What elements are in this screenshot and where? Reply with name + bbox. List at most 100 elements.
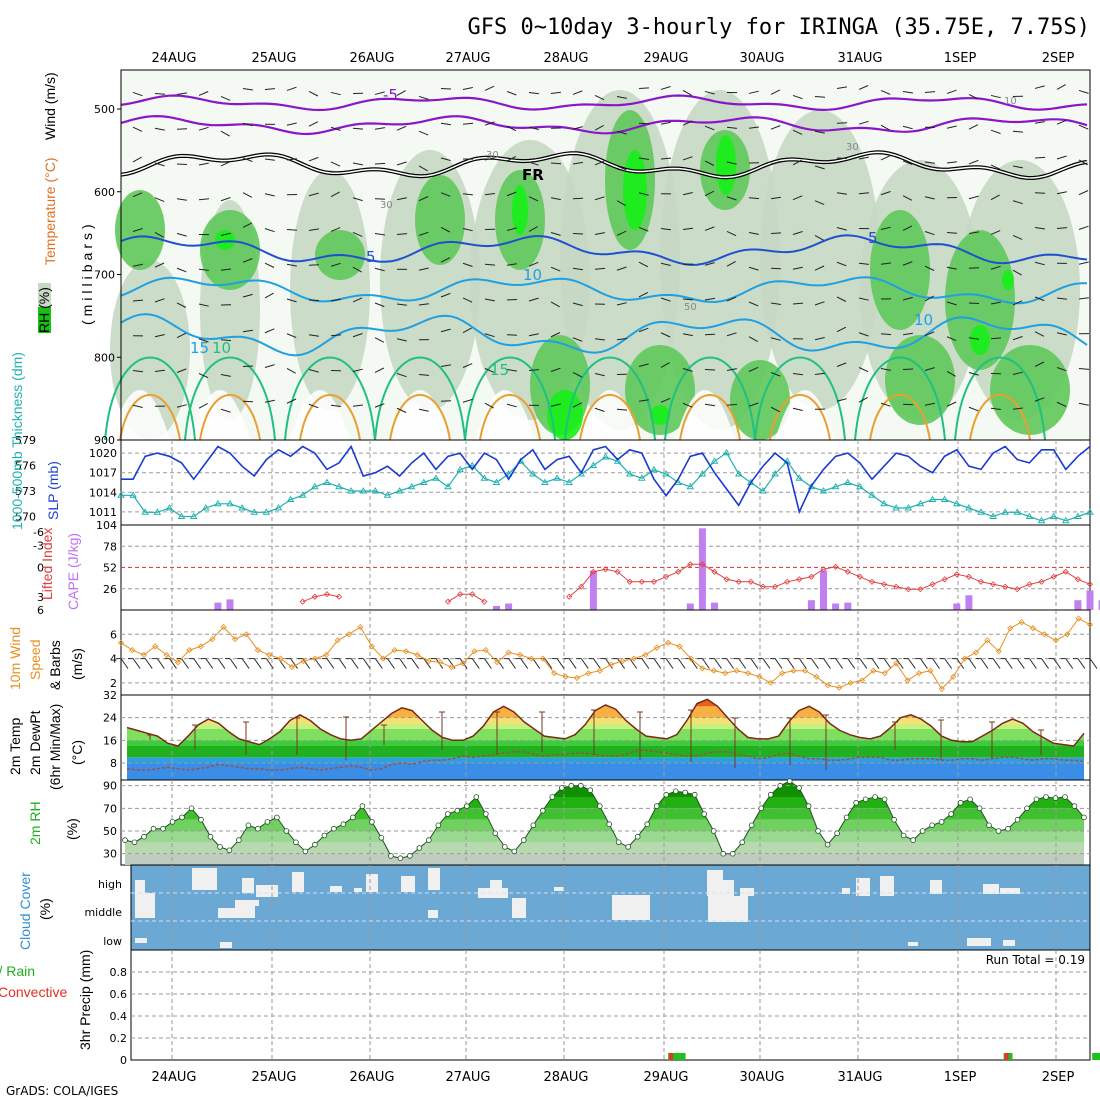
contour-label: 15 xyxy=(190,339,209,357)
wind10-barb xyxy=(798,658,807,669)
lifted-index-point xyxy=(941,576,948,583)
wind-barb xyxy=(924,265,935,271)
wind-barb xyxy=(616,230,627,236)
wind-barb xyxy=(132,369,143,373)
temp2m-labels: 2m Temp 2m DewPt (6hr Min/Max) (°C) xyxy=(7,704,85,790)
wind-barb xyxy=(550,367,561,372)
rh2m-point xyxy=(188,805,195,812)
wind-barb xyxy=(1078,89,1089,94)
thickness-point xyxy=(189,512,198,519)
bottom-date-label: 31AUG xyxy=(837,1070,882,1085)
wind-barb xyxy=(770,302,781,305)
wind-barb xyxy=(1012,130,1024,133)
thickness-point xyxy=(856,482,864,490)
cape-bar xyxy=(953,603,961,610)
wind-barb xyxy=(264,158,275,161)
cloud-cell xyxy=(192,868,217,890)
wind-barb xyxy=(308,121,319,127)
wind-barb xyxy=(220,161,231,167)
lifted-index-point xyxy=(917,586,924,593)
wind-barb xyxy=(836,192,847,195)
bottom-date-label: 2SEP xyxy=(1042,1070,1075,1085)
wind-barb xyxy=(286,122,297,126)
rh2m-point xyxy=(929,822,935,829)
wind-barb xyxy=(770,160,781,165)
wind-barb xyxy=(946,301,957,306)
wind-barb xyxy=(330,191,340,198)
wind-barb xyxy=(594,196,605,201)
wind-barb xyxy=(506,227,517,231)
cape-bar xyxy=(1086,590,1094,610)
thickness-point xyxy=(977,508,985,515)
contour-15 xyxy=(664,356,756,441)
rh2m-point xyxy=(1052,795,1059,801)
wind-barb xyxy=(638,399,649,402)
wind-barb xyxy=(682,298,694,301)
precip-tick: 0 xyxy=(120,1054,127,1067)
wind-barb xyxy=(462,122,474,125)
wind-barb xyxy=(242,329,253,333)
wind-barb xyxy=(880,262,891,265)
wind10-barb xyxy=(532,658,541,669)
rh2m-point xyxy=(492,830,499,837)
rh2m-point xyxy=(141,833,147,840)
temp-band xyxy=(127,706,1084,718)
wind-barb xyxy=(176,302,187,308)
contour-20 xyxy=(479,394,541,441)
rh2m-point xyxy=(255,825,261,832)
wind10-barb xyxy=(1041,658,1049,669)
thickness-point xyxy=(904,504,913,511)
wind-barb xyxy=(374,337,385,343)
wind-barb xyxy=(792,231,803,235)
contour-20 xyxy=(389,394,451,441)
wind-barb xyxy=(748,301,759,307)
wind-barb xyxy=(814,130,825,134)
wind-barb xyxy=(242,293,253,298)
contour-20 xyxy=(579,394,641,441)
rh-blob xyxy=(1002,270,1014,290)
li-tick: -6 xyxy=(33,526,44,539)
wind-barb xyxy=(990,94,1001,99)
thickness-point xyxy=(880,499,888,507)
wind-barb xyxy=(396,373,407,378)
contour-15 xyxy=(374,356,466,441)
wind-barb xyxy=(242,122,253,127)
thickness-point xyxy=(311,482,319,490)
wind-barb xyxy=(418,231,429,236)
wind-barb xyxy=(814,165,825,170)
wind-barb xyxy=(198,373,209,379)
wind10-point xyxy=(938,685,945,692)
wind-barb xyxy=(924,161,935,164)
rh2m-point xyxy=(900,832,907,839)
rh2m-point xyxy=(948,811,954,817)
wind-barb xyxy=(572,126,583,130)
wind-barb xyxy=(154,232,164,238)
pressure-tick: 700 xyxy=(94,269,115,282)
wind-barb xyxy=(198,402,208,409)
rh2m-point xyxy=(834,830,840,837)
rh2m-point xyxy=(976,805,983,812)
rh2m-point xyxy=(378,834,385,841)
wind-barb xyxy=(550,301,560,308)
wind10-barb xyxy=(835,658,844,669)
wind10-point xyxy=(779,670,786,677)
wind10-barb xyxy=(641,658,650,669)
wind-barb xyxy=(704,297,715,301)
wind-barb xyxy=(814,372,825,375)
thickness-point xyxy=(650,465,658,473)
cloud-cell xyxy=(354,888,362,892)
wind-barb xyxy=(880,155,891,161)
wind-barb xyxy=(902,261,913,266)
rh2m-point xyxy=(264,819,271,825)
thickness-tick: 576 xyxy=(15,460,36,473)
precip-tick: 0.8 xyxy=(110,966,128,979)
rh2m-point xyxy=(245,822,252,829)
rh2m-point xyxy=(549,794,556,800)
pressure-axis-label: (millibars) xyxy=(79,220,95,325)
li-tick: 6 xyxy=(37,604,44,617)
temp2m-tick: 24 xyxy=(103,712,117,725)
precip-label-conv: Convective xyxy=(0,984,67,1000)
wind-barb xyxy=(506,155,517,162)
wind-barb xyxy=(484,333,495,338)
wind-barb xyxy=(902,195,913,201)
